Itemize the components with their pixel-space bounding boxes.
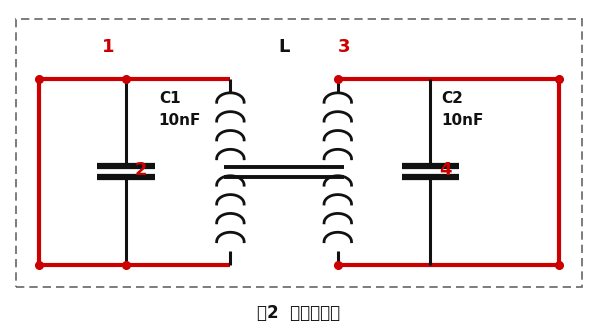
Text: 图2  平行滤波器: 图2 平行滤波器: [257, 304, 341, 322]
Text: 1: 1: [102, 38, 114, 56]
Text: 10nF: 10nF: [159, 113, 201, 128]
Text: 10nF: 10nF: [441, 113, 483, 128]
Text: C2: C2: [441, 91, 463, 106]
Text: 3: 3: [337, 38, 350, 56]
Text: 2: 2: [135, 161, 148, 179]
Text: C1: C1: [159, 91, 181, 106]
Text: 4: 4: [439, 161, 451, 179]
Text: L: L: [279, 38, 290, 56]
